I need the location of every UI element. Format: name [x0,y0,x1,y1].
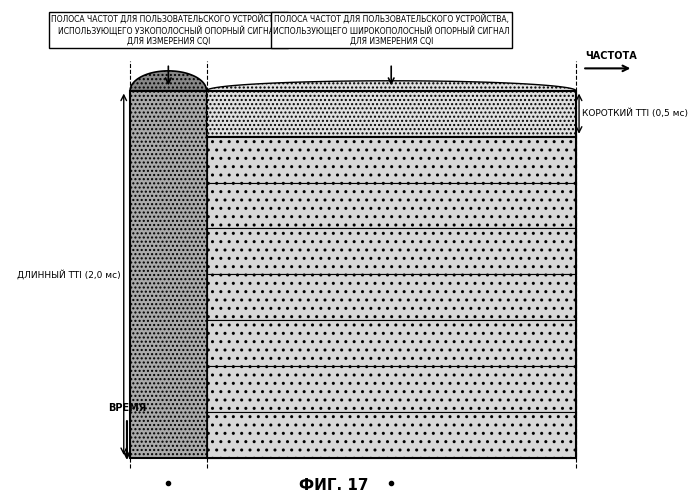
Text: ЧАСТОТА: ЧАСТОТА [585,51,637,61]
Bar [206,412,576,458]
Bar [206,137,576,183]
Polygon shape [206,81,576,137]
Text: КОРОТКИЙ TTI (0,5 мс): КОРОТКИЙ TTI (0,5 мс) [582,109,688,118]
Bar [206,320,576,366]
Bar [206,91,576,137]
Bar [206,366,576,412]
Bar [206,183,576,229]
Bar [206,229,576,274]
Bar [130,91,576,458]
Bar [130,91,206,458]
Polygon shape [130,71,206,91]
Bar [206,274,576,320]
Text: ПОЛОСА ЧАСТОТ ДЛЯ ПОЛЬЗОВАТЕЛЬСКОГО УСТРОЙСТВА,
ИСПОЛЬЗУЮЩЕГО ШИРОКОПОЛОСНЫЙ ОПО: ПОЛОСА ЧАСТОТ ДЛЯ ПОЛЬЗОВАТЕЛЬСКОГО УСТР… [273,14,510,45]
Text: ФИГ. 17: ФИГ. 17 [299,478,369,493]
Text: ВРЕМЯ: ВРЕМЯ [108,403,146,413]
Text: ПОЛОСА ЧАСТОТ ДЛЯ ПОЛЬЗОВАТЕЛЬСКОГО УСТРОЙСТВА,
ИСПОЛЬЗУЮЩЕГО УЗКОПОЛОСНЫЙ ОПОРН: ПОЛОСА ЧАСТОТ ДЛЯ ПОЛЬЗОВАТЕЛЬСКОГО УСТР… [51,14,286,45]
Text: ДЛИННЫЙ TTI (2,0 мс): ДЛИННЫЙ TTI (2,0 мс) [17,269,120,279]
